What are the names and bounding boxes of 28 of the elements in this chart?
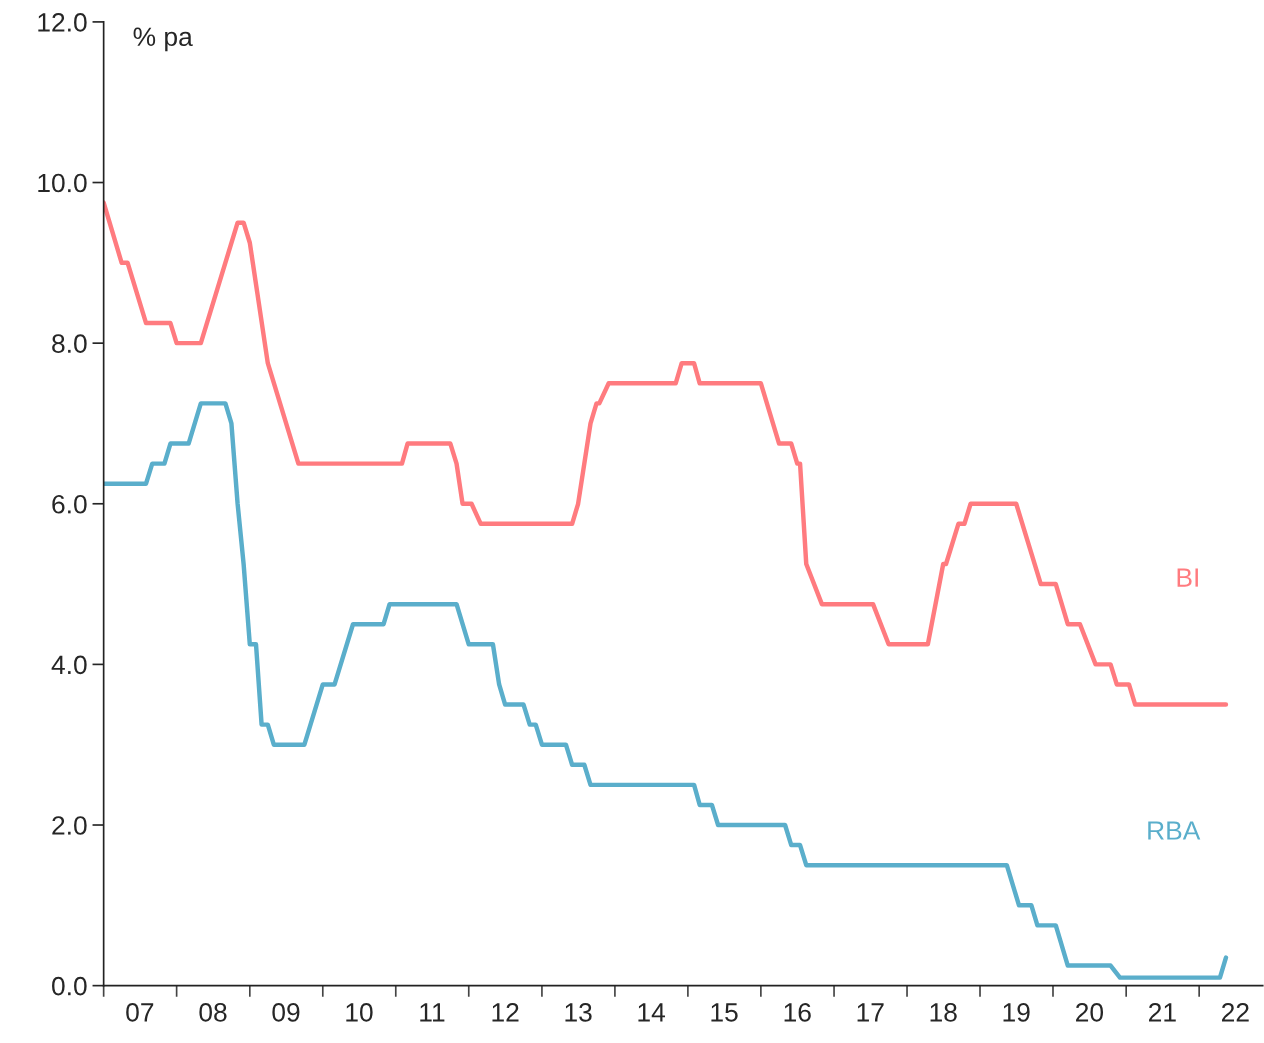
x-tick-label: 13: [565, 1003, 592, 1022]
text: BI: [1177, 568, 1198, 587]
x-tick-label: 15: [711, 1003, 738, 1022]
x-tick-label: 17: [857, 1003, 884, 1022]
y-axis-title: % pa: [133, 27, 193, 52]
text: RBA: [1148, 821, 1201, 840]
y-tick-label: 12.0: [38, 13, 87, 32]
line-series: [103, 401, 1229, 980]
y-tick-label: 10.0: [38, 173, 87, 193]
x-tick-label: 12: [492, 1003, 519, 1022]
y-tick-label: 6.0: [52, 494, 87, 514]
x-tick-label: 10: [346, 1003, 373, 1022]
x-tick-label: 14: [638, 1003, 666, 1022]
x-tick-label: 08: [199, 1003, 227, 1022]
y-tick-label: 8.0: [52, 334, 87, 353]
x-tick-label: 22: [1222, 1003, 1249, 1022]
x-tick-label: 19: [1003, 1003, 1030, 1022]
x-tick-label: 21: [1149, 1003, 1176, 1022]
x-tick-label: 09: [272, 1003, 300, 1022]
x-tick-label: 20: [1076, 1003, 1104, 1022]
line-series: [103, 200, 1229, 707]
y-tick-label: 4.0: [51, 655, 87, 675]
y-tick-label: 2.0: [52, 816, 87, 835]
x-tick-label: 11: [420, 1003, 445, 1022]
x-tick-label: 16: [784, 1003, 811, 1022]
x-tick-label: 07: [126, 1003, 154, 1022]
y-tick-label: 0.0: [52, 976, 87, 996]
x-tick-label: 18: [930, 1003, 957, 1022]
